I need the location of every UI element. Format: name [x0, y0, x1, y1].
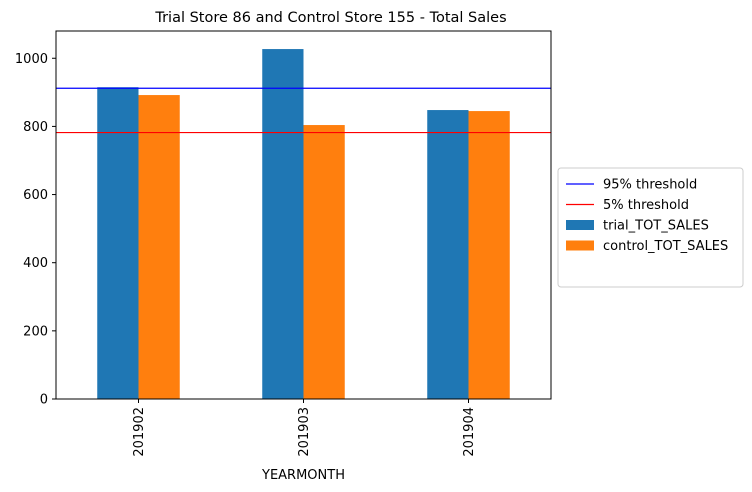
y-tick-label: 200	[23, 324, 48, 339]
legend-label: 5% threshold	[603, 198, 689, 213]
y-tick-label: 800	[23, 120, 48, 135]
bar-trial_TOT_SALES-201903	[262, 49, 304, 399]
bars-group	[97, 49, 510, 400]
y-tick-label: 1000	[15, 52, 48, 67]
y-tick-label: 0	[40, 393, 48, 408]
legend-label: 95% threshold	[603, 178, 697, 193]
legend-patch-swatch	[566, 240, 594, 251]
bar-trial_TOT_SALES-201902	[97, 87, 139, 399]
x-axis: 201902 201903 201904	[132, 399, 477, 457]
reference-lines-group	[56, 87, 551, 134]
y-tick-label: 600	[23, 188, 48, 203]
x-tick-label: 201904	[462, 407, 477, 457]
x-tick-label: 201902	[132, 407, 147, 457]
legend-box	[557, 167, 744, 288]
bar-control_TOT_SALES-201904	[468, 111, 510, 400]
legend-patch-swatch	[566, 220, 594, 230]
legend: 95% threshold 5% threshold trial_TOT_SALES…	[557, 167, 744, 288]
y-tick-label: 400	[23, 256, 48, 271]
legend-label: control_TOT_SALES	[603, 239, 728, 254]
chart-title: Trial Store 86 and Control Store 155 - T…	[154, 10, 506, 26]
bar-control_TOT_SALES-201903	[303, 125, 345, 400]
x-tick-label: 201903	[297, 407, 312, 457]
bar-control_TOT_SALES-201902	[138, 95, 180, 399]
x-axis-label: YEARMONTH	[261, 468, 345, 483]
legend-label: trial_TOT_SALES	[603, 219, 709, 234]
bar-trial_TOT_SALES-201904	[427, 110, 469, 399]
y-axis: 0 200 400 600 800 1000	[15, 52, 56, 408]
